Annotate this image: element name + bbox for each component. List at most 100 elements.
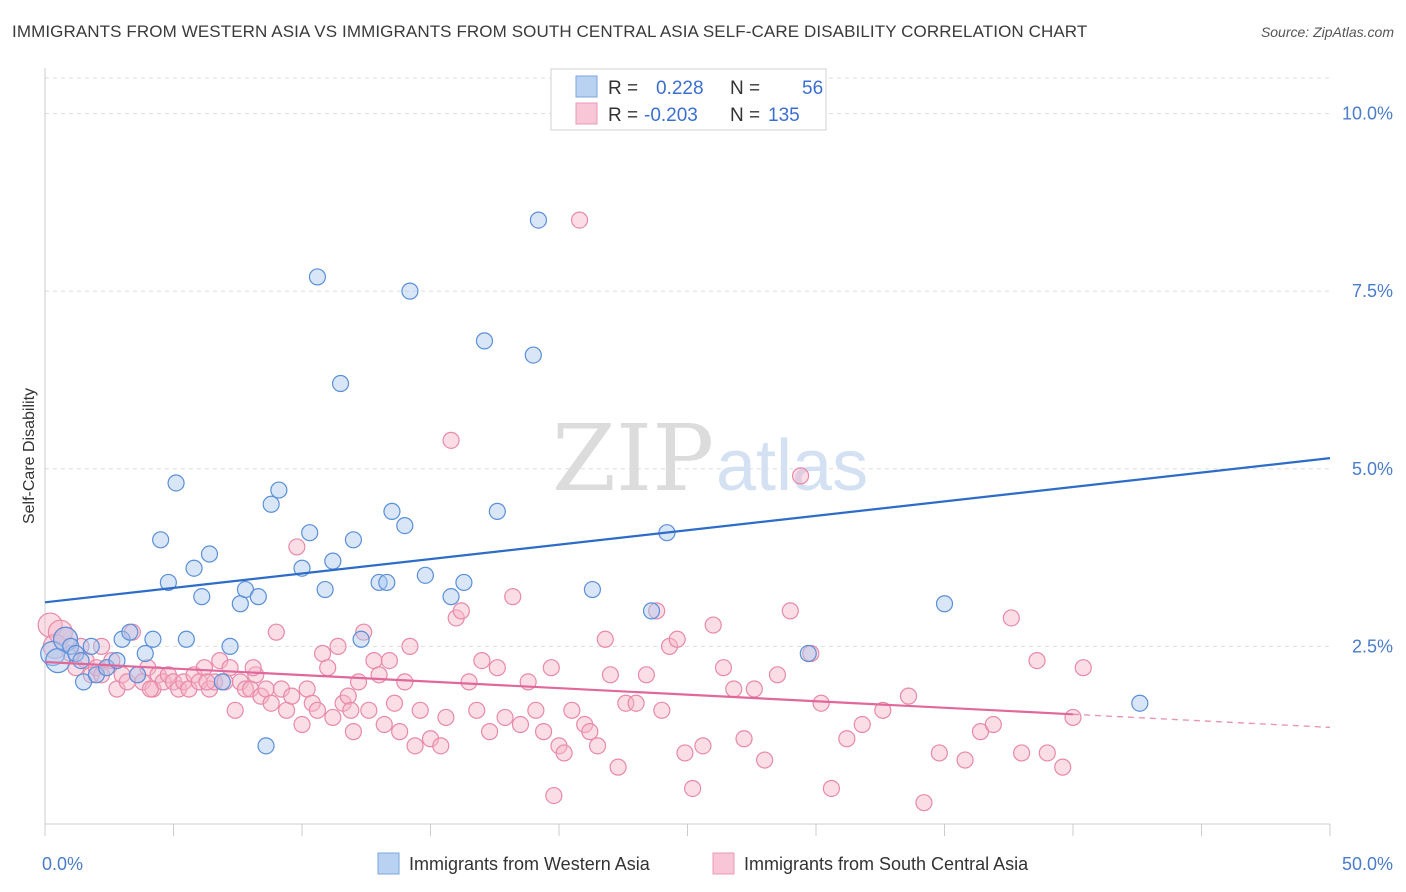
pink-point-63 — [365, 651, 383, 670]
blue-point-7 — [82, 637, 100, 655]
pink-point-100 — [609, 758, 627, 776]
blue-point-25 — [231, 595, 249, 613]
blue-point-36 — [331, 374, 350, 393]
blue-point-52 — [642, 602, 661, 620]
axes — [44, 68, 1331, 836]
pink-point-109 — [684, 779, 702, 798]
legend-swatch-pink — [575, 102, 598, 125]
pink-point-85 — [504, 588, 522, 606]
pink-point-58 — [339, 687, 357, 705]
blue-point-22 — [200, 545, 219, 563]
legend-n-value-pink: 135 — [768, 105, 800, 126]
pink-point-114 — [735, 730, 753, 748]
legend-r-value-blue: 0.228 — [656, 78, 704, 99]
pink-point-80 — [468, 701, 486, 719]
pink-point-89 — [534, 723, 553, 741]
pink-point-90 — [542, 659, 560, 677]
pink-point-64 — [370, 666, 388, 684]
pink-point-46 — [277, 701, 296, 719]
blue-point-12 — [121, 623, 139, 641]
legend-n-value-blue: 56 — [802, 78, 823, 99]
pink-point-76 — [442, 431, 460, 449]
pink-point-75 — [437, 708, 455, 727]
pink-point-110 — [694, 737, 712, 755]
pink-point-124 — [853, 715, 871, 734]
blue-point-21 — [193, 588, 211, 606]
pink-point-68 — [391, 723, 409, 741]
legend-swatch-blue — [575, 75, 598, 98]
blue-point-26 — [236, 580, 255, 599]
pink-point-42 — [257, 680, 275, 698]
pink-point-56 — [329, 637, 347, 655]
pink-point-121 — [812, 694, 830, 712]
blue-point-45 — [442, 588, 460, 606]
pink-point-98 — [596, 630, 614, 648]
blue-point-17 — [159, 573, 177, 592]
pink-point-94 — [570, 211, 589, 229]
pink-point-81 — [473, 651, 491, 670]
blue-point-42 — [396, 516, 414, 535]
blue-point-33 — [308, 268, 327, 286]
blue-point-16 — [152, 531, 170, 549]
pink-point-108 — [676, 744, 694, 762]
pink-point-50 — [298, 680, 316, 698]
pink-point-129 — [956, 751, 974, 769]
pink-point-142 — [198, 673, 216, 691]
watermark-atlas: atlas — [716, 426, 868, 506]
y-tick-label-1: 5.0% — [1352, 459, 1393, 479]
pink-point-43 — [262, 694, 280, 712]
blue-point-28 — [257, 737, 275, 755]
pink-point-134 — [1028, 651, 1046, 670]
pink-point-133 — [1012, 744, 1031, 762]
pink-point-105 — [653, 701, 671, 719]
bottom-legend-label-pink: Immigrants from South Central Asia — [744, 854, 1029, 874]
x-tick-labels: 0.0% 50.0% — [42, 854, 1393, 874]
blue-point-43 — [401, 282, 419, 300]
pink-point-137 — [1054, 758, 1072, 776]
pink-point-112 — [714, 659, 733, 677]
y-tick-label-3: 10.0% — [1342, 104, 1393, 124]
blue-point-6 — [74, 673, 93, 691]
pink-point-107 — [668, 630, 686, 648]
pink-point-127 — [915, 794, 933, 812]
pink-point-48 — [288, 538, 306, 556]
pink-point-30 — [195, 659, 213, 677]
pink-point-118 — [781, 602, 799, 620]
blue-point-44 — [416, 566, 434, 584]
pink-point-62 — [360, 701, 378, 719]
pink-point-74 — [432, 737, 450, 755]
pink-point-52 — [308, 701, 327, 719]
blue-point-35 — [324, 552, 342, 570]
blue-point-13 — [128, 666, 147, 684]
pink-point-119 — [791, 467, 810, 485]
pink-point-111 — [704, 616, 722, 634]
pink-point-78 — [452, 602, 470, 620]
legend-box: R = 0.228 N = 56 R = -0.203 N = 135 — [550, 68, 827, 131]
pink-point-49 — [293, 715, 311, 734]
pink-point-117 — [768, 666, 787, 684]
pink-point-141 — [141, 680, 159, 698]
pink-point-92 — [555, 744, 573, 762]
watermark-zip: ZIP — [552, 405, 714, 512]
blue-point-50 — [529, 211, 548, 229]
pink-point-136 — [1074, 659, 1092, 677]
blue-point-20 — [185, 559, 203, 577]
pink-point-122 — [822, 779, 841, 798]
pink-point-86 — [511, 715, 530, 734]
blue-point-47 — [475, 332, 494, 350]
blue-point-0 — [40, 640, 66, 667]
blue-point-14 — [136, 644, 154, 663]
pink-point-79 — [460, 673, 478, 691]
pink-point-88 — [527, 701, 545, 719]
y-axis-label: Self-Care Disability — [21, 388, 38, 524]
chart-title: IMMIGRANTS FROM WESTERN ASIA VS IMMIGRAN… — [12, 22, 1088, 41]
pink-point-135 — [1038, 744, 1056, 762]
pink-point-132 — [1002, 609, 1020, 627]
pink-point-104 — [648, 602, 666, 620]
pink-point-54 — [319, 659, 337, 677]
blue-point-40 — [378, 573, 396, 592]
pink-point-69 — [396, 673, 414, 691]
blue-point-18 — [167, 474, 185, 492]
blue-point-15 — [144, 630, 162, 648]
